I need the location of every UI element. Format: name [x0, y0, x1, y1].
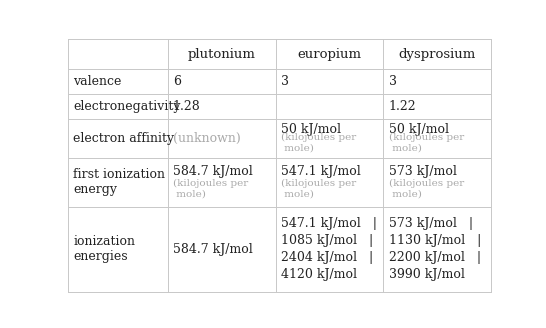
Text: ionization
energies: ionization energies	[73, 236, 135, 263]
Text: 6: 6	[173, 75, 181, 88]
Text: (kilojoules per
 mole): (kilojoules per mole)	[281, 178, 356, 198]
Text: 584.7 kJ/mol: 584.7 kJ/mol	[173, 243, 252, 256]
Text: 1.22: 1.22	[389, 100, 416, 113]
Text: (kilojoules per
 mole): (kilojoules per mole)	[389, 178, 464, 198]
Text: electron affinity: electron affinity	[73, 132, 175, 145]
Text: 1.28: 1.28	[173, 100, 200, 113]
Text: 547.1 kJ/mol: 547.1 kJ/mol	[281, 165, 360, 178]
Text: (unknown): (unknown)	[173, 132, 241, 145]
Text: 3: 3	[281, 75, 289, 88]
Text: (kilojoules per
 mole): (kilojoules per mole)	[389, 133, 464, 153]
Text: 50 kJ/mol: 50 kJ/mol	[389, 123, 449, 136]
Text: 573 kJ/mol   |
1130 kJ/mol   |
2200 kJ/mol   |
3990 kJ/mol: 573 kJ/mol | 1130 kJ/mol | 2200 kJ/mol |…	[389, 217, 481, 281]
Text: dysprosium: dysprosium	[399, 48, 476, 61]
Text: (kilojoules per
 mole): (kilojoules per mole)	[281, 133, 356, 153]
Text: electronegativity: electronegativity	[73, 100, 181, 113]
Text: 547.1 kJ/mol   |
1085 kJ/mol   |
2404 kJ/mol   |
4120 kJ/mol: 547.1 kJ/mol | 1085 kJ/mol | 2404 kJ/mol…	[281, 217, 377, 281]
Text: plutonium: plutonium	[188, 48, 256, 61]
Text: 573 kJ/mol: 573 kJ/mol	[389, 165, 456, 178]
Text: first ionization
energy: first ionization energy	[73, 169, 165, 196]
Text: (kilojoules per
 mole): (kilojoules per mole)	[173, 178, 248, 198]
Text: 50 kJ/mol: 50 kJ/mol	[281, 123, 341, 136]
Text: 3: 3	[389, 75, 396, 88]
Text: valence: valence	[73, 75, 122, 88]
Text: 584.7 kJ/mol: 584.7 kJ/mol	[173, 165, 252, 178]
Text: europium: europium	[298, 48, 361, 61]
